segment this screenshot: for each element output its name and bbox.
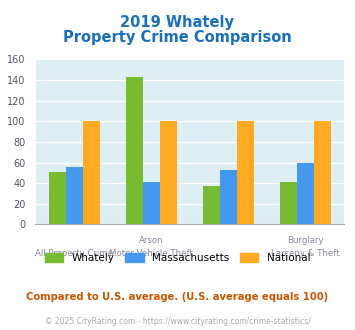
- Text: 2019 Whately: 2019 Whately: [120, 15, 235, 30]
- Bar: [297, 162, 314, 224]
- Text: Motor Vehicle Theft: Motor Vehicle Theft: [109, 249, 193, 258]
- Bar: [83, 121, 100, 224]
- Text: Larceny & Theft: Larceny & Theft: [272, 249, 340, 258]
- Text: Compared to U.S. average. (U.S. average equals 100): Compared to U.S. average. (U.S. average …: [26, 292, 329, 302]
- Bar: [66, 167, 83, 224]
- Text: Arson: Arson: [139, 236, 164, 245]
- Text: © 2025 CityRating.com - https://www.cityrating.com/crime-statistics/: © 2025 CityRating.com - https://www.city…: [45, 317, 310, 326]
- Bar: [143, 182, 160, 224]
- Bar: [49, 172, 66, 224]
- Bar: [237, 121, 254, 224]
- Text: Property Crime Comparison: Property Crime Comparison: [63, 30, 292, 45]
- Text: Burglary: Burglary: [288, 236, 324, 245]
- Bar: [203, 186, 220, 224]
- Legend: Whately, Massachusetts, National: Whately, Massachusetts, National: [40, 248, 315, 267]
- Bar: [314, 121, 331, 224]
- Bar: [126, 77, 143, 224]
- Bar: [220, 170, 237, 224]
- Text: All Property Crime: All Property Crime: [35, 249, 113, 258]
- Bar: [280, 182, 297, 224]
- Bar: [160, 121, 177, 224]
